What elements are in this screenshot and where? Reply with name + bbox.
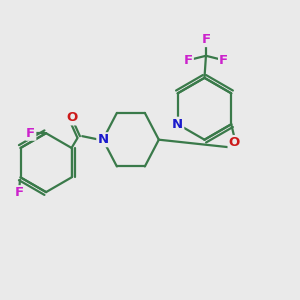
Text: O: O [66, 111, 77, 124]
Text: F: F [14, 186, 24, 199]
Text: N: N [172, 118, 183, 131]
Text: F: F [219, 54, 228, 67]
Text: F: F [201, 33, 211, 46]
Text: O: O [229, 136, 240, 149]
Text: F: F [26, 127, 35, 140]
Text: N: N [97, 133, 109, 146]
Text: F: F [184, 54, 193, 67]
